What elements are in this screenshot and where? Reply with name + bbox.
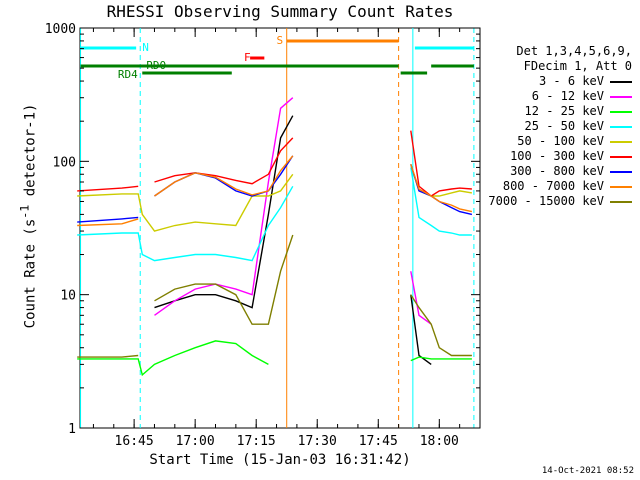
legend-item: 50 - 100 keV bbox=[484, 134, 636, 149]
plot-series bbox=[77, 97, 473, 377]
saa-flag-label: S bbox=[277, 34, 284, 47]
legend-item: 12 - 25 keV bbox=[484, 104, 636, 119]
series-line-25-50-kev bbox=[410, 167, 472, 236]
legend-item-swatch bbox=[610, 200, 632, 203]
series-line-100-300-kev bbox=[410, 130, 472, 197]
x-tick-label: 18:00 bbox=[420, 434, 459, 449]
x-tick-label: 17:30 bbox=[298, 434, 337, 449]
x-tick-label: 17:00 bbox=[176, 434, 215, 449]
y-axis-label-exponent: -1 bbox=[17, 204, 32, 219]
series-line-100-300-kev bbox=[154, 137, 294, 185]
legend-header-line-2: FDecim 1, Att 0 bbox=[523, 59, 632, 73]
chart-title: RHESSI Observing Summary Count Rates bbox=[106, 2, 454, 21]
legend-item-swatch bbox=[610, 155, 632, 158]
y-tick-label: 100 bbox=[53, 155, 76, 170]
legend-item: 25 - 50 keV bbox=[484, 119, 636, 134]
series-line-7000-15000-kev bbox=[154, 234, 294, 325]
timestamp: 14-Oct-2021 08:52 bbox=[541, 466, 634, 476]
legend-item: 6 - 12 keV bbox=[484, 89, 636, 104]
series-line-100-300-kev bbox=[77, 185, 139, 192]
legend-item-label: 800 - 7000 keV bbox=[502, 179, 604, 193]
legend-item: 300 - 800 keV bbox=[484, 164, 636, 179]
series-line-6-12-kev bbox=[410, 271, 432, 325]
y-tick-label: 1 bbox=[68, 422, 76, 437]
series-line-800-7000-kev bbox=[77, 218, 139, 227]
legend-item-label: 12 - 25 keV bbox=[524, 104, 604, 118]
y-axis-ticks: 1 10 100 1000 bbox=[45, 22, 480, 437]
rd4-flag-label: RD4 bbox=[118, 68, 138, 81]
legend-item: 100 - 300 keV bbox=[484, 149, 636, 164]
x-tick-label: 17:15 bbox=[237, 434, 276, 449]
series-line-7000-15000-kev bbox=[77, 354, 139, 358]
legend-item-swatch bbox=[610, 140, 632, 143]
legend-item-label: 6 - 12 keV bbox=[531, 89, 604, 103]
x-axis-ticks: 16:45 17:00 17:15 17:30 17:45 18:00 bbox=[92, 28, 461, 449]
series-line-6-12-kev bbox=[154, 97, 294, 316]
series-line-7000-15000-kev bbox=[410, 294, 472, 357]
rd0-flag-label: RD0 bbox=[146, 59, 166, 72]
x-tick-label: 16:45 bbox=[115, 434, 154, 449]
y-tick-label: 10 bbox=[60, 289, 76, 304]
legend-item-swatch bbox=[610, 80, 632, 83]
plot-spans: N S F RD0 RD4 bbox=[80, 28, 475, 428]
series-line-800-7000-kev bbox=[154, 155, 294, 197]
legend-item-swatch bbox=[610, 110, 632, 113]
legend-item: 7000 - 15000 keV bbox=[484, 194, 636, 209]
x-axis-label: Start Time (15-Jan-03 16:31:42) bbox=[149, 452, 411, 468]
series-line-300-800-kev bbox=[77, 216, 139, 223]
series-line-50-100-kev bbox=[77, 173, 294, 232]
legend-rows: 3 - 6 keV 6 - 12 keV 12 - 25 keV 25 - 50 ke… bbox=[484, 74, 636, 209]
x-tick-label: 17:45 bbox=[359, 434, 398, 449]
legend-item-swatch bbox=[610, 125, 632, 128]
flare-flag-label: F bbox=[244, 51, 251, 64]
legend-item-label: 25 - 50 keV bbox=[524, 119, 604, 133]
series-line-3-6-kev bbox=[154, 115, 294, 309]
legend-header-line-1: Det 1,3,4,5,6,9, bbox=[516, 44, 632, 58]
y-axis-label-text: Count Rate (s bbox=[22, 218, 39, 329]
night-flag-label: N bbox=[142, 41, 149, 54]
y-axis-label-suffix: detector-1) bbox=[22, 103, 39, 205]
legend-item-swatch bbox=[610, 95, 632, 98]
legend-item-swatch bbox=[610, 170, 632, 173]
series-line-3-6-kev bbox=[410, 294, 432, 365]
series-line-12-25-kev bbox=[77, 340, 269, 377]
legend-item: 800 - 7000 keV bbox=[484, 179, 636, 194]
legend-item-label: 7000 - 15000 keV bbox=[488, 194, 604, 208]
series-line-25-50-kev bbox=[77, 185, 294, 262]
legend-item-label: 50 - 100 keV bbox=[517, 134, 604, 148]
legend-item: 3 - 6 keV bbox=[484, 74, 636, 89]
legend-item-label: 300 - 800 keV bbox=[510, 164, 604, 178]
series-line-800-7000-kev bbox=[410, 164, 473, 213]
plot-frame bbox=[79, 27, 481, 429]
legend-item-label: 3 - 6 keV bbox=[538, 74, 604, 88]
y-axis-label: Count Rate (s-1 detector-1) bbox=[17, 104, 39, 329]
series-line-12-25-kev bbox=[410, 356, 472, 362]
legend: Det 1,3,4,5,6,9, FDecim 1, Att 0 3 - 6 k… bbox=[484, 44, 636, 209]
y-tick-label: 1000 bbox=[45, 22, 76, 37]
legend-item-swatch bbox=[610, 185, 632, 188]
legend-item-label: 100 - 300 keV bbox=[510, 149, 604, 163]
